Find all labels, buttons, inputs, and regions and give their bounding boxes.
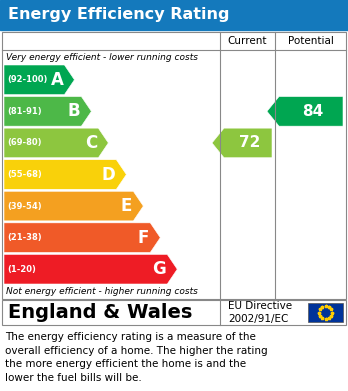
- Text: (55-68): (55-68): [7, 170, 42, 179]
- Text: (81-91): (81-91): [7, 107, 42, 116]
- Text: C: C: [85, 134, 97, 152]
- Polygon shape: [267, 97, 343, 126]
- Text: (39-54): (39-54): [7, 202, 42, 211]
- Text: Very energy efficient - lower running costs: Very energy efficient - lower running co…: [6, 52, 198, 61]
- Polygon shape: [4, 160, 126, 189]
- Bar: [308, 303, 343, 322]
- Polygon shape: [4, 128, 108, 158]
- Text: G: G: [152, 260, 166, 278]
- Bar: [2, 300, 346, 325]
- Text: (69-80): (69-80): [7, 138, 41, 147]
- Text: The energy efficiency rating is a measure of the
overall efficiency of a home. T: The energy efficiency rating is a measur…: [5, 332, 268, 383]
- Text: 72: 72: [239, 135, 261, 151]
- Text: B: B: [68, 102, 80, 120]
- Text: Current: Current: [228, 36, 267, 46]
- Polygon shape: [4, 65, 74, 95]
- Bar: [0, 0, 348, 30]
- Text: 84: 84: [302, 104, 324, 119]
- Text: Not energy efficient - higher running costs: Not energy efficient - higher running co…: [6, 287, 198, 296]
- Text: A: A: [50, 71, 63, 89]
- Text: (1-20): (1-20): [7, 265, 36, 274]
- Text: EU Directive
2002/91/EC: EU Directive 2002/91/EC: [228, 301, 292, 324]
- Polygon shape: [212, 128, 272, 158]
- Text: Potential: Potential: [287, 36, 333, 46]
- Polygon shape: [4, 191, 143, 221]
- Text: Energy Efficiency Rating: Energy Efficiency Rating: [8, 7, 229, 23]
- Text: D: D: [102, 165, 115, 183]
- Text: England & Wales: England & Wales: [8, 303, 192, 322]
- Text: (92-100): (92-100): [7, 75, 47, 84]
- Polygon shape: [4, 223, 160, 253]
- Text: F: F: [138, 229, 149, 247]
- Polygon shape: [4, 97, 92, 126]
- Text: E: E: [121, 197, 132, 215]
- Text: (21-38): (21-38): [7, 233, 42, 242]
- Bar: [2, 32, 346, 299]
- Polygon shape: [4, 255, 177, 284]
